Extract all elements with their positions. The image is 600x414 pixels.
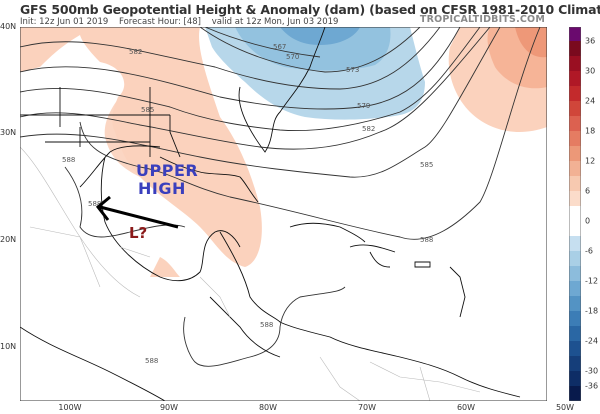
cbar-tick: 36 [585,36,596,46]
internal-borders [20,146,481,401]
upper-high-annotation: UPPER HIGH [136,162,198,198]
map-title: GFS 500mb Geopotential Height & Anomaly … [20,2,600,17]
lon-label-90w: 90W [159,403,179,412]
init-time: Init: 12z Jun 01 2019 [20,17,109,27]
map-subtitle: Init: 12z Jun 01 2019 Forecast Hour: [48… [20,17,346,27]
coastlines [20,27,521,401]
forecast-hour: Forecast Hour: [48] [118,17,201,27]
contour-label-573: 573 [346,66,359,74]
lat-label-30n: 30N [0,128,17,137]
contour-label-570: 570 [286,53,299,61]
lon-label-100w: 100W [58,403,82,412]
lat-label-10n: 10N [0,342,17,351]
high-text: HIGH [138,179,186,198]
contour-label-567: 567 [273,43,286,51]
cbar-tick: 6 [585,186,591,196]
cbar-tick: -18 [585,306,599,316]
cbar-tick: 24 [585,96,596,106]
cbar-tick: -30 [585,366,599,376]
contour-label-588c: 588 [62,156,75,164]
contour-label-588b: 588 [88,200,101,208]
lat-label-20n: 20N [0,235,17,244]
cbar-tick: -12 [585,276,599,286]
contour-label-588d: 588 [260,321,273,329]
valid-time: valid at 12z Mon, Jun 03 2019 [211,17,339,27]
cbar-tick: -6 [585,246,593,256]
lon-label-60w: 60W [456,403,476,412]
contour-label-588e: 588 [145,357,158,365]
negative-anomaly-shading [205,27,425,120]
cbar-tick: -24 [585,336,599,346]
lon-label-70w: 70W [357,403,377,412]
lat-label-40n: 40N [0,22,17,31]
cbar-tick: 12 [585,156,596,166]
motion-arrow [95,195,179,229]
contour-label-582b: 582 [129,48,142,56]
cbar-tick: 0 [585,216,591,226]
cbar-tick: 30 [585,66,596,76]
contour-label-588: 588 [420,236,433,244]
positive-anomaly-core [515,27,547,58]
cbar-tick: 18 [585,126,596,136]
lon-label-80w: 80W [258,403,278,412]
brand-watermark: TROPICALTIDBITS.COM [419,14,545,25]
low-annotation: L? [129,224,148,242]
contour-label-585b: 585 [420,161,433,169]
contour-label-579: 579 [357,102,370,110]
lon-label-50w: 50W [555,403,575,412]
contour-label-582: 582 [362,125,375,133]
map-canvas: 567 570 573 579 582 582 585 585 588 588 … [20,27,547,401]
contour-label-585: 585 [141,106,154,114]
colorbar [569,27,581,401]
contour-labels: 567 570 573 579 582 582 585 585 588 588 … [62,43,433,365]
cbar-tick: -36 [585,381,599,391]
upper-text: UPPER [136,161,199,180]
